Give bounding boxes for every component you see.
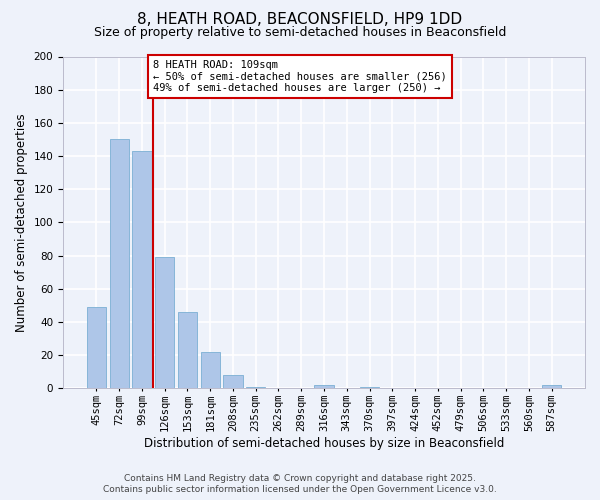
Bar (314, 385, 334, 388)
Bar (155, 258, 175, 388)
Bar (223, 375, 242, 388)
X-axis label: Distribution of semi-detached houses by size in Beaconsfield: Distribution of semi-detached houses by … (144, 437, 504, 450)
Text: 8, HEATH ROAD, BEACONSFIELD, HP9 1DD: 8, HEATH ROAD, BEACONSFIELD, HP9 1DD (137, 12, 463, 28)
Bar (360, 386, 379, 388)
Bar (246, 386, 265, 388)
Bar (178, 312, 197, 388)
Bar (87, 307, 106, 388)
Bar (200, 352, 220, 389)
Bar (132, 151, 152, 388)
Bar (110, 140, 129, 388)
Text: Contains HM Land Registry data © Crown copyright and database right 2025.
Contai: Contains HM Land Registry data © Crown c… (103, 474, 497, 494)
Bar (542, 385, 561, 388)
Text: 8 HEATH ROAD: 109sqm
← 50% of semi-detached houses are smaller (256)
49% of semi: 8 HEATH ROAD: 109sqm ← 50% of semi-detac… (154, 60, 447, 93)
Y-axis label: Number of semi-detached properties: Number of semi-detached properties (15, 113, 28, 332)
Text: Size of property relative to semi-detached houses in Beaconsfield: Size of property relative to semi-detach… (94, 26, 506, 39)
